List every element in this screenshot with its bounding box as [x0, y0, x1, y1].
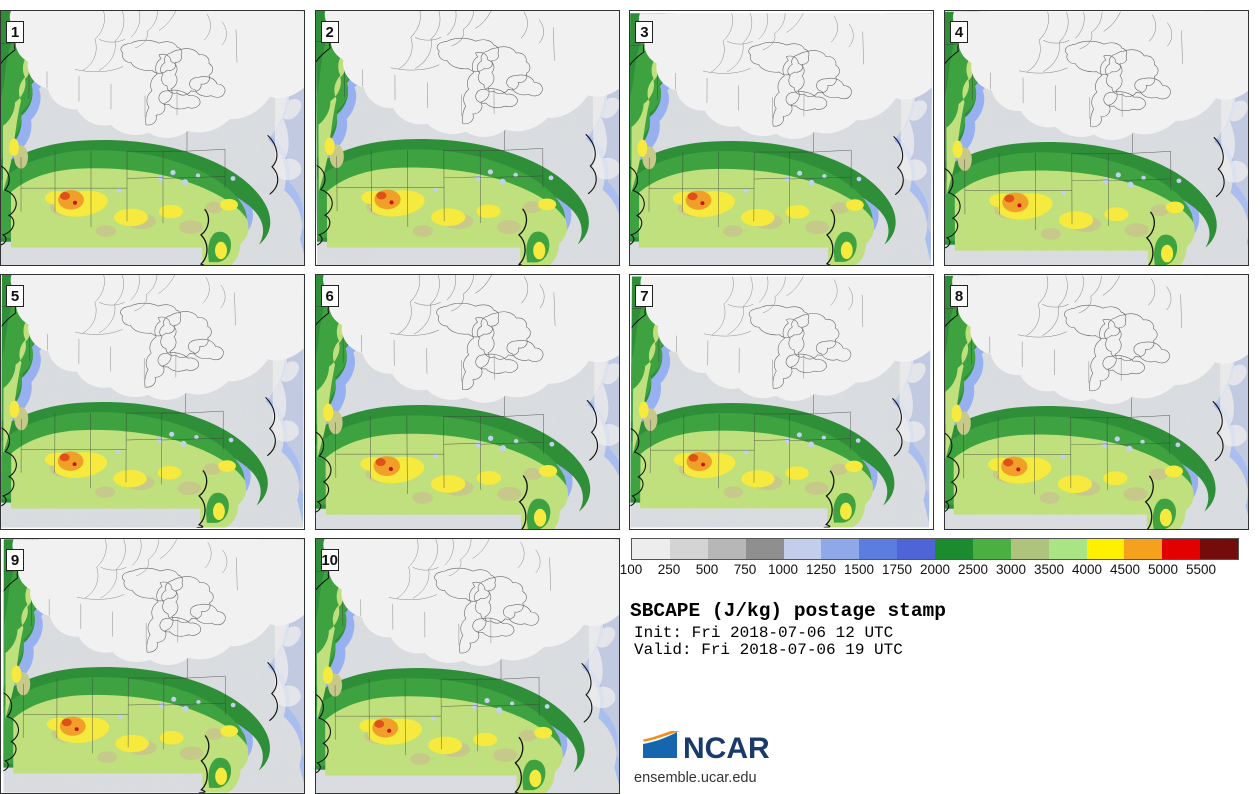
svg-text:NCAR: NCAR	[683, 732, 770, 765]
